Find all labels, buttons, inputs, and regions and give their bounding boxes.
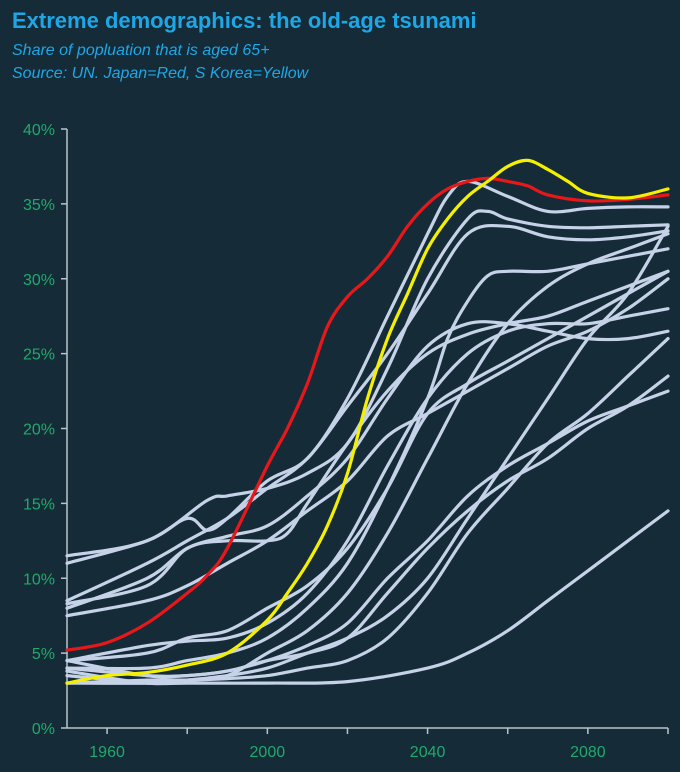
- x-tick-label: 1960: [89, 744, 125, 761]
- y-tick-label: 25%: [23, 347, 55, 364]
- chart-subtitle: Share of popluation that is aged 65+: [12, 42, 270, 59]
- y-tick-label: 10%: [23, 571, 55, 588]
- series-line-4: [65, 209, 670, 558]
- series-line-japan: [65, 176, 670, 652]
- series-line-3: [65, 179, 670, 565]
- y-tick-label: 30%: [23, 272, 55, 289]
- chart-lines: [65, 158, 670, 686]
- y-tick-label: 20%: [23, 422, 55, 439]
- y-tick-label: 0%: [32, 721, 55, 738]
- x-tick-label: 2040: [410, 744, 446, 761]
- x-tick-label: 2000: [250, 744, 286, 761]
- y-tick-label: 40%: [23, 122, 55, 139]
- chart-title: Extreme demographics: the old-age tsunam…: [12, 8, 477, 33]
- y-tick-label: 15%: [23, 496, 55, 513]
- series-line-korea: [65, 158, 670, 685]
- series-line-16: [65, 337, 670, 685]
- chart-axes: 0% 5% 10% 15% 20% 25% 30% 35% 40% 1960 2000 2040 208…: [23, 122, 669, 761]
- series-line-15: [65, 389, 670, 679]
- x-tick-label: 2080: [570, 744, 606, 761]
- series-line-5: [65, 223, 670, 603]
- y-tick-label: 35%: [23, 197, 55, 214]
- chart-source: Source: UN. Japan=Red, S Korea=Yellow: [12, 65, 309, 82]
- y-tick-label: 5%: [32, 646, 55, 663]
- series-line-11: [65, 247, 670, 671]
- series-line-8: [65, 277, 670, 618]
